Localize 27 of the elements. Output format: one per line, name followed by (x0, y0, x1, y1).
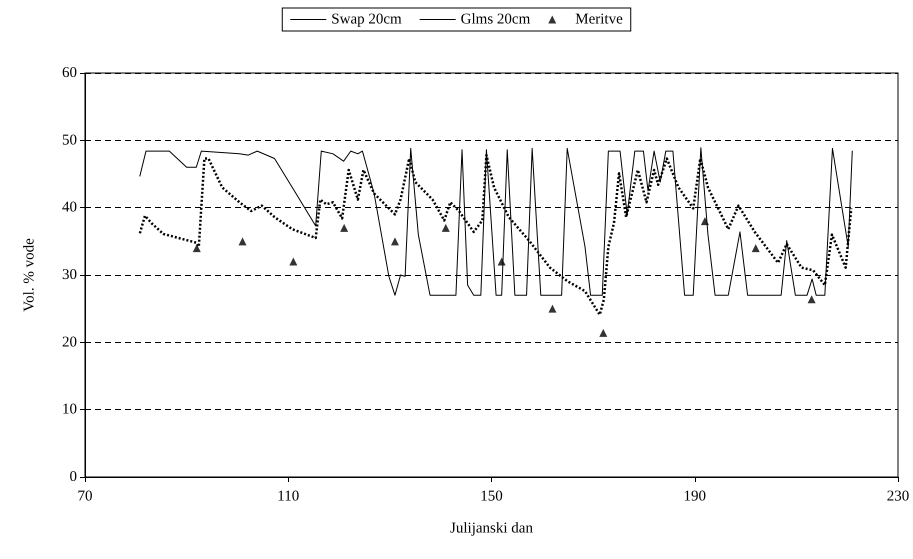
x-axis-title: Julijanski dan (450, 520, 534, 536)
point (192, 244, 201, 252)
x-tick-label: 110 (277, 488, 300, 504)
y-tick-label: 30 (62, 267, 77, 283)
point (442, 224, 450, 232)
x-tick-label: 230 (886, 488, 910, 504)
legend-label: Swap 20cm (331, 12, 402, 28)
y-tick-label: 40 (62, 200, 77, 216)
x-tick-label: 70 (78, 488, 92, 504)
point (548, 304, 556, 313)
legend-label: Glms 20cm (460, 12, 531, 28)
point (752, 244, 760, 252)
y-tick-label: 10 (62, 402, 77, 418)
x-tick-label: 190 (684, 488, 706, 504)
y-tick-label: 20 (62, 334, 77, 350)
x-tick-label: 150 (480, 488, 503, 504)
point (340, 224, 348, 232)
point (599, 328, 608, 337)
point (390, 237, 399, 246)
legend-label: Meritve (575, 12, 624, 28)
y-tick-label: 50 (62, 132, 77, 148)
point (808, 295, 816, 304)
point (238, 237, 247, 246)
y-tick-label: 60 (62, 65, 77, 81)
y-axis-title: Vol. % vode (22, 238, 38, 312)
y-tick-label: 0 (70, 469, 77, 485)
point (289, 258, 298, 266)
